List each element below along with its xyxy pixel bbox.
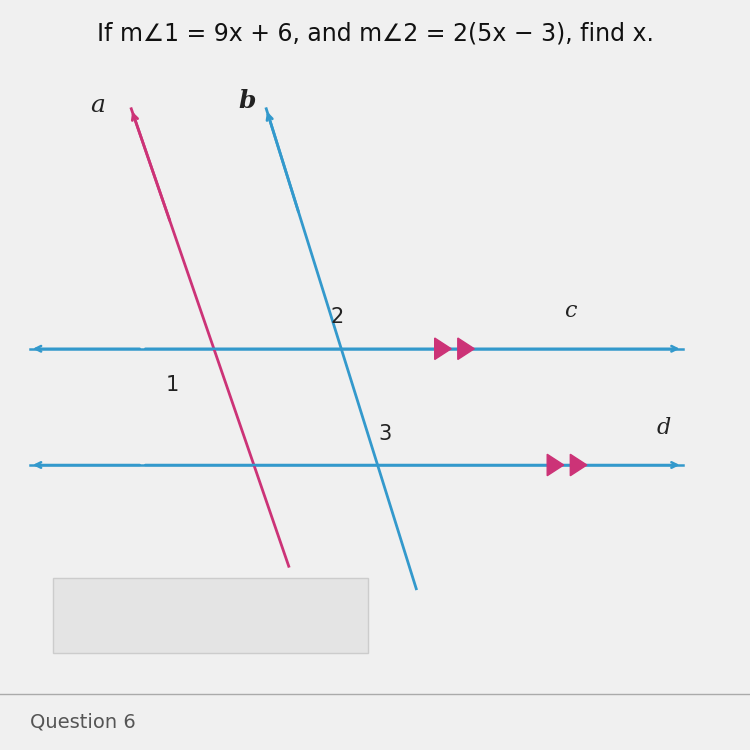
Polygon shape xyxy=(458,338,474,359)
Text: a: a xyxy=(90,94,105,116)
Polygon shape xyxy=(548,454,564,476)
Polygon shape xyxy=(570,454,586,476)
Text: d: d xyxy=(657,416,670,439)
Text: 2: 2 xyxy=(331,308,344,327)
FancyBboxPatch shape xyxy=(53,578,368,652)
Polygon shape xyxy=(435,338,451,359)
Text: 3: 3 xyxy=(379,424,392,443)
Text: Question 6: Question 6 xyxy=(30,712,136,731)
Text: c: c xyxy=(564,300,576,322)
Text: 1: 1 xyxy=(166,375,179,394)
Text: If m∠1 = 9x + 6, and m∠2 = 2(5x − 3), find x.: If m∠1 = 9x + 6, and m∠2 = 2(5x − 3), fi… xyxy=(97,22,653,46)
Text: b: b xyxy=(238,89,256,113)
